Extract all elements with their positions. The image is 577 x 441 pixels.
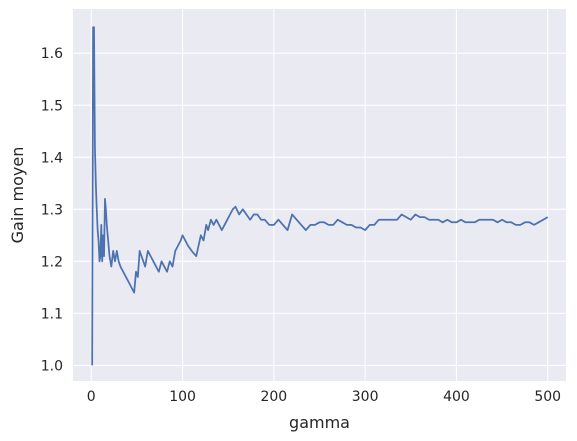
x-axis-label: gamma [289, 413, 350, 432]
y-tick-label: 1.2 [41, 254, 63, 270]
x-tick-label: 200 [260, 389, 287, 405]
series-line [91, 26, 549, 366]
y-tick-label: 1.1 [41, 306, 63, 322]
y-tick-label: 1.5 [41, 98, 63, 114]
y-tick-label: 1.0 [41, 358, 63, 374]
plot-area [73, 9, 566, 381]
grid-lines [73, 9, 566, 381]
x-tick-label: 300 [352, 389, 379, 405]
x-tick-label: 500 [534, 389, 561, 405]
y-axis-label: Gain moyen [8, 147, 27, 244]
x-tick-label: 0 [87, 389, 96, 405]
tick-labels: 0 100 200 300 400 500 1.0 1.1 1.2 1.3 1.4 1.5 1.6 [41, 46, 561, 405]
y-tick-label: 1.3 [41, 202, 63, 218]
y-tick-label: 1.4 [41, 150, 63, 166]
x-tick-label: 400 [443, 389, 470, 405]
y-tick-label: 1.6 [41, 46, 63, 62]
x-tick-label: 100 [169, 389, 196, 405]
